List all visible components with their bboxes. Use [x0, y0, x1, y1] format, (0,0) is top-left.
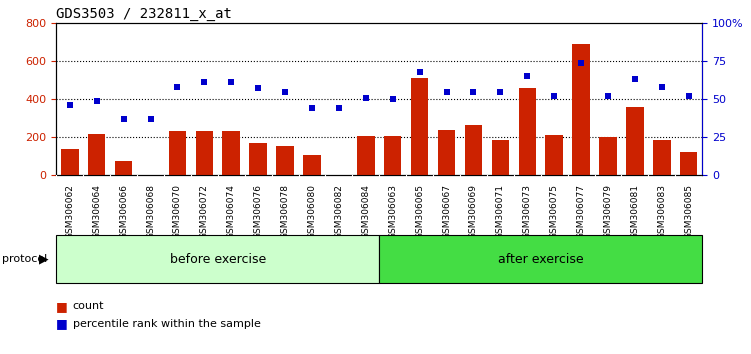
Text: GSM306068: GSM306068	[146, 184, 155, 239]
Bar	[88, 134, 105, 175]
Bar	[492, 140, 509, 175]
Point	[360, 95, 372, 101]
Text: GSM306066: GSM306066	[119, 184, 128, 239]
Bar	[276, 146, 294, 175]
Point	[548, 93, 560, 99]
Point	[64, 102, 76, 108]
Point	[575, 60, 587, 65]
Text: GSM306082: GSM306082	[334, 184, 343, 239]
Text: GSM306080: GSM306080	[307, 184, 316, 239]
Point	[333, 105, 345, 111]
Point	[602, 93, 614, 99]
Point	[441, 89, 453, 95]
Text: GSM306064: GSM306064	[92, 184, 101, 239]
Point	[279, 89, 291, 95]
Bar	[379, 235, 702, 283]
Point	[118, 116, 130, 122]
Text: protocol: protocol	[2, 254, 47, 264]
Point	[656, 84, 668, 90]
Bar	[56, 235, 379, 283]
Bar	[680, 152, 698, 175]
Text: GSM306065: GSM306065	[415, 184, 424, 239]
Text: ■: ■	[56, 318, 68, 330]
Bar	[465, 125, 482, 175]
Point	[683, 93, 695, 99]
Text: percentile rank within the sample: percentile rank within the sample	[73, 319, 261, 329]
Point	[252, 86, 264, 91]
Point	[521, 73, 533, 79]
Bar	[169, 131, 186, 175]
Text: GSM306075: GSM306075	[550, 184, 559, 239]
Bar	[653, 140, 671, 175]
Point	[144, 116, 156, 122]
Bar	[438, 130, 455, 175]
Text: GSM306063: GSM306063	[388, 184, 397, 239]
Point	[91, 98, 103, 103]
Point	[494, 89, 506, 95]
Text: GSM306072: GSM306072	[200, 184, 209, 239]
Text: GSM306085: GSM306085	[684, 184, 693, 239]
Point	[171, 84, 183, 90]
Bar	[222, 131, 240, 175]
Text: GSM306074: GSM306074	[227, 184, 236, 239]
Bar	[384, 136, 402, 175]
Bar	[195, 131, 213, 175]
Point	[198, 80, 210, 85]
Text: after exercise: after exercise	[498, 253, 584, 266]
Text: GSM306076: GSM306076	[254, 184, 263, 239]
Text: GSM306073: GSM306073	[523, 184, 532, 239]
Bar	[357, 136, 375, 175]
Bar	[61, 149, 79, 175]
Bar	[115, 161, 132, 175]
Point	[467, 89, 479, 95]
Text: GSM306083: GSM306083	[657, 184, 666, 239]
Bar	[572, 44, 590, 175]
Point	[414, 69, 426, 75]
Text: GSM306067: GSM306067	[442, 184, 451, 239]
Text: GSM306077: GSM306077	[577, 184, 586, 239]
Point	[387, 96, 399, 102]
Bar	[303, 155, 321, 175]
Bar	[626, 107, 644, 175]
Text: GSM306070: GSM306070	[173, 184, 182, 239]
Text: GSM306081: GSM306081	[630, 184, 639, 239]
Text: GDS3503 / 232811_x_at: GDS3503 / 232811_x_at	[56, 7, 232, 21]
Text: ▶: ▶	[39, 253, 49, 266]
Point	[306, 105, 318, 111]
Bar	[518, 88, 536, 175]
Point	[629, 76, 641, 82]
Text: GSM306078: GSM306078	[281, 184, 290, 239]
Text: GSM306084: GSM306084	[361, 184, 370, 239]
Text: GSM306062: GSM306062	[65, 184, 74, 239]
Text: ■: ■	[56, 300, 68, 313]
Bar	[599, 137, 617, 175]
Bar	[411, 78, 428, 175]
Text: GSM306069: GSM306069	[469, 184, 478, 239]
Text: count: count	[73, 301, 104, 311]
Bar	[249, 143, 267, 175]
Bar	[545, 135, 563, 175]
Point	[225, 80, 237, 85]
Text: GSM306071: GSM306071	[496, 184, 505, 239]
Text: GSM306079: GSM306079	[604, 184, 613, 239]
Text: before exercise: before exercise	[170, 253, 266, 266]
